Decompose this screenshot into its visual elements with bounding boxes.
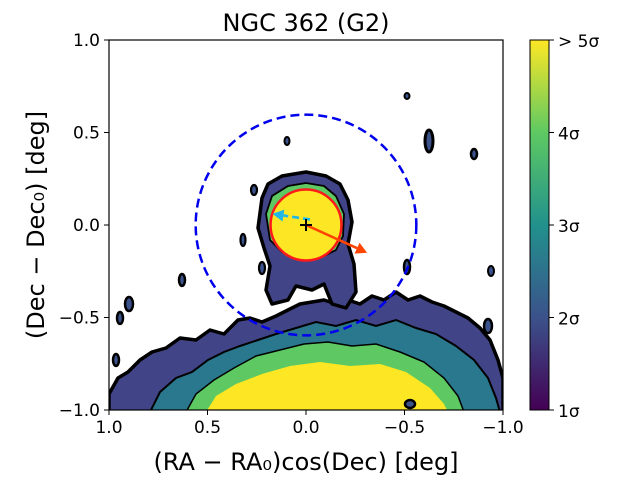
density-island [283, 136, 291, 146]
colorbar-tick-label: 4σ [558, 125, 580, 145]
x-tick-label: −1.0 [482, 418, 523, 438]
density-island [403, 398, 417, 410]
density-island [123, 295, 135, 313]
density-island [249, 183, 259, 197]
colorbar-axis: 1σ 2σ 3σ 4σ > 5σ [549, 32, 599, 422]
y-tick-label: 0.0 [73, 216, 100, 236]
outer-dashed-circle [194, 113, 418, 337]
colorbar-tick-label: 1σ [558, 402, 580, 422]
density-island [239, 232, 247, 248]
y-tick-label: −0.5 [59, 309, 100, 329]
y-tick-label: 1.0 [73, 31, 100, 51]
colorbar [529, 39, 550, 411]
x-axis: 1.0 0.5 0.0 −0.5 −1.0 [95, 410, 524, 438]
y-tick-label: −1.0 [59, 401, 100, 421]
proper-motion-arrow-head [272, 209, 285, 222]
x-tick-label: 0.5 [194, 418, 221, 438]
density-island [487, 265, 495, 277]
density-island [423, 128, 435, 154]
density-island [111, 352, 121, 368]
x-tick-label: 0.0 [292, 418, 319, 438]
x-tick-label: 1.0 [95, 418, 122, 438]
colorbar-tick-label: 3σ [558, 217, 580, 237]
chart-title: NGC 362 (G2) [223, 9, 390, 37]
cluster-center-marker [300, 219, 312, 231]
colorbar-tick-label: > 5σ [558, 32, 599, 52]
density-island [469, 147, 479, 161]
proper-motion-arrow-shaft [283, 214, 311, 221]
density-island [403, 92, 411, 100]
density-island [177, 272, 187, 288]
density-region-5sigma [207, 362, 447, 410]
colorbar-tick-label: 2σ [558, 310, 580, 330]
y-axis: 1.0 0.5 0.0 −0.5 −1.0 [59, 31, 109, 421]
density-island [115, 310, 125, 326]
density-island [482, 317, 494, 335]
y-tick-label: 0.5 [73, 124, 100, 144]
tidal-radius-circle [269, 188, 343, 262]
galactic-center-arrow-head [354, 242, 368, 254]
y-axis-label: (Dec − Dec₀) [deg] [22, 111, 50, 339]
arrows-layer [272, 209, 368, 254]
x-tick-label: −0.5 [384, 418, 425, 438]
density-island [257, 260, 267, 276]
x-axis-label: (RA − RA₀)cos(Dec) [deg] [153, 448, 458, 476]
galactic-center-arrow-shaft [305, 223, 358, 250]
